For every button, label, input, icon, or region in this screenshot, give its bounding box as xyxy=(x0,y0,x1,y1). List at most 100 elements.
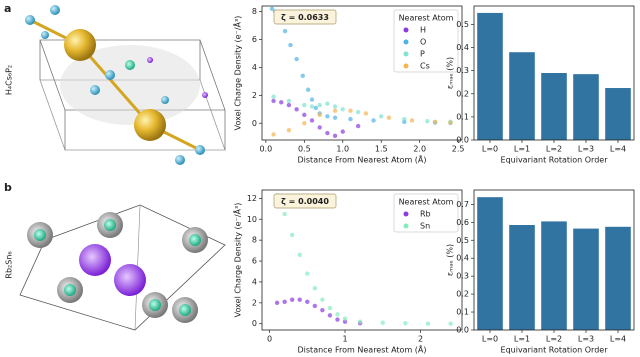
point xyxy=(325,130,330,136)
point xyxy=(386,115,392,120)
y-axis-label: Voxel Charge Density (e⁻/Å³) xyxy=(232,203,243,318)
point xyxy=(305,271,310,276)
point xyxy=(317,112,322,118)
panel-label: a xyxy=(4,2,11,15)
legend-marker xyxy=(403,63,409,69)
formula: H₄Cs₆P₂ xyxy=(5,65,14,95)
point xyxy=(332,115,338,120)
legend-marker xyxy=(403,27,409,33)
point xyxy=(325,114,330,119)
point xyxy=(340,107,345,112)
point xyxy=(425,321,431,326)
y-tick-label: 0.6 xyxy=(456,218,469,227)
point xyxy=(282,299,287,304)
point xyxy=(289,297,295,302)
point xyxy=(309,97,315,102)
point xyxy=(320,297,325,302)
bar xyxy=(573,228,599,330)
x-tick-label: L=2 xyxy=(546,145,562,154)
bar xyxy=(509,52,535,141)
point xyxy=(282,211,287,217)
point xyxy=(432,119,438,125)
y-tick-label: 0.1 xyxy=(456,308,469,317)
x-tick-label: L=1 xyxy=(514,145,530,154)
bar xyxy=(573,74,599,140)
point xyxy=(317,125,322,130)
y-tick-label: 0 xyxy=(252,119,257,128)
point xyxy=(425,118,430,124)
point xyxy=(302,102,307,108)
legend-marker xyxy=(403,223,409,229)
annotation-box xyxy=(273,9,337,25)
x-tick-label: 2 xyxy=(418,335,423,344)
annotation-box xyxy=(273,193,337,209)
bar xyxy=(477,12,503,141)
x-tick-label: 2.0 xyxy=(413,145,426,154)
point xyxy=(325,101,330,106)
point xyxy=(327,313,333,318)
point xyxy=(302,112,307,118)
point xyxy=(312,303,318,309)
point xyxy=(288,42,293,48)
point xyxy=(279,100,284,105)
x-axis-label: Equivariant Rotation Order xyxy=(501,156,609,165)
point xyxy=(342,319,348,324)
point xyxy=(403,321,408,326)
y-axis-label: εₘₐₑ (%) xyxy=(446,57,455,89)
legend-box xyxy=(393,193,459,233)
point xyxy=(332,104,338,109)
x-tick-label: 0.5 xyxy=(298,145,311,154)
point xyxy=(305,299,310,304)
plot-frame xyxy=(261,189,463,331)
y-tick-label: 0.4 xyxy=(456,43,469,52)
point xyxy=(312,286,318,291)
point xyxy=(317,102,322,108)
x-tick-label: 0.0 xyxy=(259,145,272,154)
point xyxy=(371,118,376,123)
point xyxy=(309,118,315,123)
annotation: ζ = 0.0040 xyxy=(281,197,329,206)
point xyxy=(335,312,340,317)
y-axis-label: εₘₐₑ (%) xyxy=(446,244,455,276)
y-tick-label: 0.5 xyxy=(456,20,469,29)
point xyxy=(297,297,302,302)
bar xyxy=(541,73,567,140)
point xyxy=(409,118,415,123)
legend-label: Sn xyxy=(420,222,430,231)
x-tick-label: L=1 xyxy=(514,335,530,344)
x-axis-label: Distance From Nearest Atom (Å) xyxy=(298,344,427,355)
legend-box xyxy=(393,9,459,73)
point xyxy=(342,316,348,321)
point xyxy=(289,232,295,238)
point xyxy=(448,321,453,326)
y-tick-label: 4 xyxy=(252,63,257,72)
legend-marker xyxy=(403,39,409,45)
point xyxy=(294,56,299,62)
x-axis-label: Distance From Nearest Atom (Å) xyxy=(298,154,427,165)
y-axis-label: Voxel Charge Density (e⁻/Å³) xyxy=(232,16,243,131)
point xyxy=(269,6,275,11)
point xyxy=(313,105,319,111)
y-tick-label: 0.3 xyxy=(456,272,469,281)
legend-label: P xyxy=(420,50,425,59)
point xyxy=(379,114,384,119)
x-tick-label: L=4 xyxy=(610,145,626,154)
x-tick-label: L=2 xyxy=(546,335,562,344)
bar xyxy=(477,197,503,330)
x-tick-label: 1.0 xyxy=(336,145,349,154)
y-tick-label: 8 xyxy=(252,236,257,245)
point xyxy=(335,317,340,322)
y-tick-label: 6 xyxy=(252,35,257,44)
x-tick-label: L=0 xyxy=(482,145,498,154)
structure-b xyxy=(19,204,226,331)
x-tick-label: 1 xyxy=(342,335,347,344)
point xyxy=(274,300,280,306)
point xyxy=(286,128,292,133)
point xyxy=(332,133,338,139)
y-tick-label: 0.4 xyxy=(456,254,469,263)
bar xyxy=(605,88,631,140)
y-tick-label: 0.0 xyxy=(456,136,469,145)
y-tick-label: 0.3 xyxy=(456,66,469,75)
bar xyxy=(605,226,631,330)
